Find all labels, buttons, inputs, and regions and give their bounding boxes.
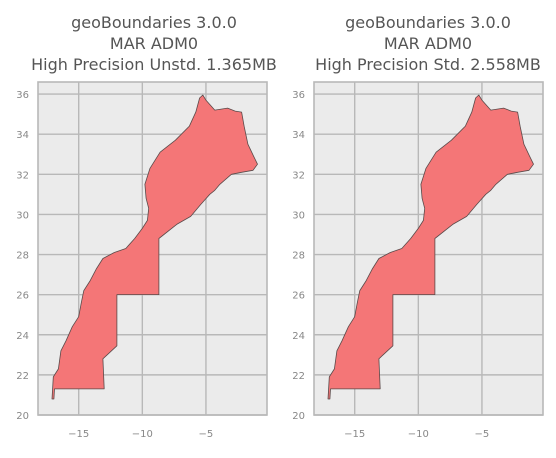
plot-frame	[313, 81, 544, 416]
panel-title-line-3: High Precision Unstd. 1.365MB	[31, 55, 277, 74]
map-panel-unstandardized: geoBoundaries 3.0.0 MAR ADM0 High Precis…	[16, 13, 277, 440]
x-tick-label: −15	[68, 429, 89, 440]
y-tick-label: 22	[292, 371, 305, 382]
x-tick-label: −15	[344, 429, 365, 440]
y-tick-label: 26	[292, 291, 305, 302]
plot-frame	[37, 81, 268, 416]
y-tick-label: 36	[292, 90, 305, 101]
y-tick-label: 24	[292, 331, 305, 342]
y-tick-label: 30	[16, 210, 29, 221]
panel-title-line-1: geoBoundaries 3.0.0	[71, 13, 237, 32]
y-tick-label: 36	[16, 90, 29, 101]
panel-title-line-1: geoBoundaries 3.0.0	[345, 13, 511, 32]
panel-title-line-2: MAR ADM0	[110, 34, 198, 53]
x-tick-label: −10	[132, 429, 153, 440]
y-tick-label: 32	[16, 170, 29, 181]
y-tick-label: 26	[16, 291, 29, 302]
y-tick-label: 20	[292, 411, 305, 422]
x-tick-label: −10	[408, 429, 429, 440]
country-boundary-morocco	[327, 94, 534, 400]
country-boundary-morocco	[51, 94, 258, 400]
y-tick-label: 30	[292, 210, 305, 221]
y-tick-label: 32	[292, 170, 305, 181]
y-tick-label: 28	[16, 251, 29, 262]
y-tick-label: 20	[16, 411, 29, 422]
tick-labels: 20 22 24 26 28 30 32 34 36 −15 −10 −5	[292, 90, 489, 440]
y-tick-label: 24	[16, 331, 29, 342]
y-tick-label: 34	[16, 130, 29, 141]
x-tick-label: −5	[199, 429, 214, 440]
y-tick-label: 22	[16, 371, 29, 382]
y-tick-label: 34	[292, 130, 305, 141]
x-tick-label: −5	[475, 429, 490, 440]
panel-title-line-2: MAR ADM0	[384, 34, 472, 53]
panel-title-line-3: High Precision Std. 2.558MB	[315, 55, 541, 74]
y-tick-label: 28	[292, 251, 305, 262]
map-panel-standardized: geoBoundaries 3.0.0 MAR ADM0 High Precis…	[292, 13, 544, 440]
tick-labels: 20 22 24 26 28 30 32 34 36 −15 −10 −5	[16, 90, 213, 440]
